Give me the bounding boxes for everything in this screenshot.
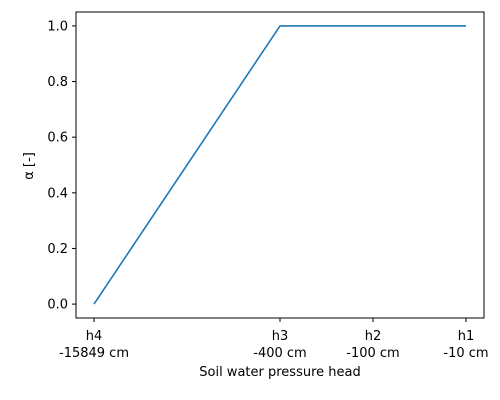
x-axis-label: Soil water pressure head	[199, 365, 360, 380]
y-tick-label: 0.4	[47, 186, 68, 201]
x-tick-value: -15849 cm	[59, 346, 129, 361]
x-tick-label: h1	[458, 329, 475, 344]
plot-frame	[75, 11, 485, 319]
y-tick-label: 0.8	[47, 75, 68, 90]
series-line	[93, 25, 466, 305]
y-tick-label: 0.2	[47, 242, 68, 257]
x-tick-value: -10 cm	[443, 346, 488, 361]
y-tick-label: 0.0	[47, 298, 68, 313]
x-tick-label: h2	[365, 329, 382, 344]
x-axis: h4 -15849 cm h3 -400 cm h2 -100 cm h1 -10 cm	[59, 318, 489, 361]
y-tick-label: 1.0	[47, 19, 68, 34]
x-tick-value: -400 cm	[253, 346, 306, 361]
x-tick-value: -100 cm	[346, 346, 399, 361]
series-lines	[93, 25, 466, 305]
y-axis-label: α [-]	[22, 152, 37, 180]
x-tick-label: h3	[272, 329, 289, 344]
y-axis: 0.0 0.2 0.4 0.6 0.8 1.0	[47, 19, 76, 313]
y-tick-label: 0.6	[47, 131, 68, 146]
x-tick-label: h4	[86, 329, 103, 344]
